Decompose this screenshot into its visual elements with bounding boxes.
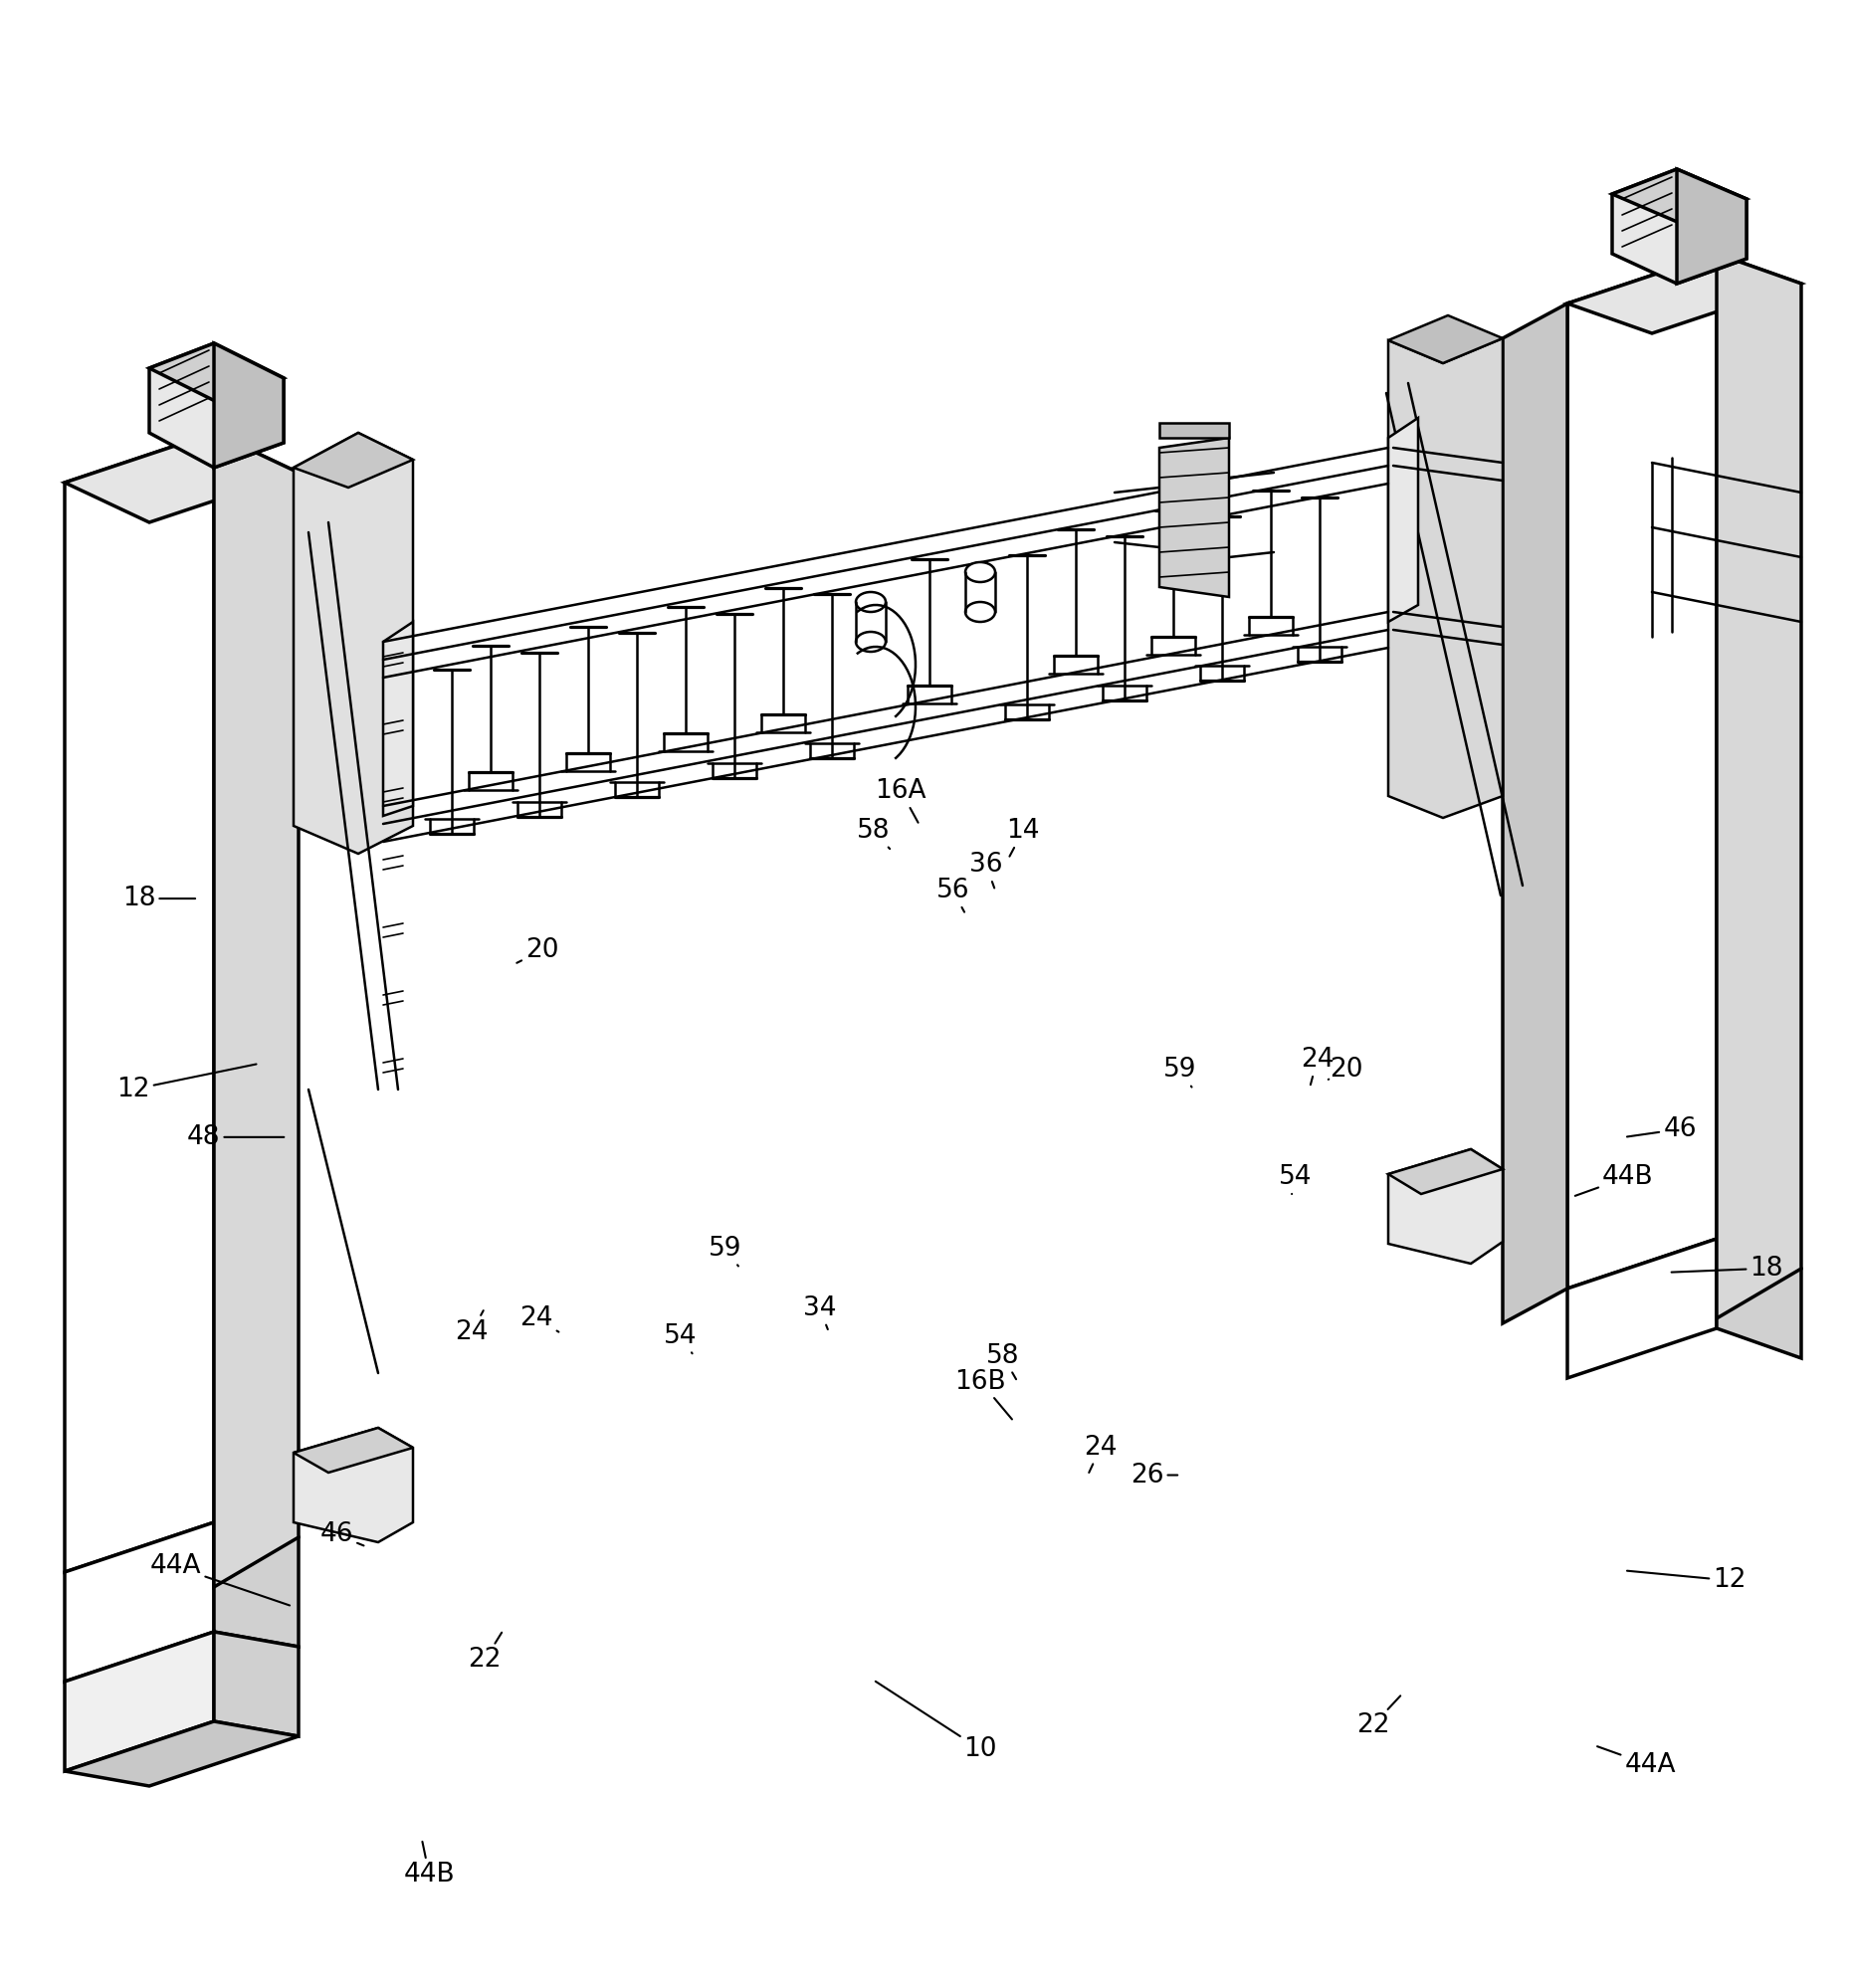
Polygon shape: [1567, 254, 1717, 1288]
Text: 20: 20: [516, 936, 559, 964]
Polygon shape: [150, 344, 283, 404]
Text: 18: 18: [122, 885, 196, 912]
Polygon shape: [215, 1523, 298, 1646]
Text: 16A: 16A: [875, 777, 927, 823]
Polygon shape: [294, 1427, 413, 1543]
Polygon shape: [65, 1722, 298, 1785]
Polygon shape: [215, 433, 298, 1586]
Text: 56: 56: [936, 877, 969, 912]
Text: 10: 10: [875, 1682, 997, 1763]
Polygon shape: [294, 433, 413, 487]
Polygon shape: [215, 344, 283, 467]
Text: 12: 12: [1626, 1567, 1746, 1594]
Polygon shape: [1611, 169, 1746, 284]
Polygon shape: [1502, 304, 1567, 1324]
Polygon shape: [150, 344, 283, 467]
Polygon shape: [215, 1632, 298, 1736]
Polygon shape: [1611, 169, 1746, 225]
Text: 58: 58: [857, 817, 890, 849]
Text: 18: 18: [1671, 1254, 1783, 1282]
Text: 16B: 16B: [955, 1368, 1012, 1419]
Text: 24: 24: [1084, 1433, 1117, 1473]
Polygon shape: [1160, 437, 1228, 596]
Polygon shape: [65, 433, 298, 523]
Polygon shape: [1388, 417, 1419, 622]
Ellipse shape: [857, 592, 886, 612]
Text: 36: 36: [969, 851, 1003, 889]
Polygon shape: [65, 1632, 215, 1771]
Text: 24: 24: [1301, 1046, 1334, 1085]
Text: 24: 24: [520, 1304, 559, 1332]
Polygon shape: [1717, 1239, 1802, 1358]
Text: 48: 48: [187, 1123, 285, 1151]
Text: 46: 46: [320, 1521, 364, 1549]
Polygon shape: [1567, 1239, 1717, 1378]
Polygon shape: [1388, 338, 1502, 817]
Text: 58: 58: [986, 1342, 1019, 1380]
Text: 59: 59: [1164, 1056, 1197, 1087]
Text: 24: 24: [455, 1310, 488, 1346]
Text: 54: 54: [1278, 1163, 1312, 1195]
Text: 20: 20: [1328, 1056, 1363, 1083]
Polygon shape: [1388, 1149, 1502, 1195]
Polygon shape: [65, 433, 215, 1573]
Text: 22: 22: [1356, 1696, 1400, 1740]
Polygon shape: [1388, 1149, 1502, 1264]
Text: 26: 26: [1130, 1461, 1178, 1489]
Polygon shape: [1160, 423, 1228, 437]
Text: 59: 59: [709, 1235, 742, 1266]
Text: 44A: 44A: [1597, 1745, 1676, 1779]
Ellipse shape: [857, 632, 886, 652]
Polygon shape: [1567, 254, 1802, 334]
Ellipse shape: [966, 602, 995, 622]
Polygon shape: [294, 1427, 413, 1473]
Text: 54: 54: [664, 1322, 697, 1354]
Ellipse shape: [966, 563, 995, 582]
Text: 44A: 44A: [150, 1553, 290, 1606]
Polygon shape: [294, 433, 413, 853]
Text: 44B: 44B: [1574, 1163, 1654, 1197]
Polygon shape: [1676, 169, 1746, 284]
Polygon shape: [1388, 316, 1502, 364]
Polygon shape: [65, 1523, 215, 1682]
Polygon shape: [1717, 254, 1802, 1318]
Polygon shape: [383, 622, 413, 815]
Text: 12: 12: [117, 1064, 257, 1103]
Text: 46: 46: [1626, 1115, 1696, 1143]
Text: 14: 14: [1006, 817, 1040, 857]
Text: 22: 22: [468, 1632, 501, 1674]
Text: 34: 34: [803, 1294, 836, 1330]
Text: 44B: 44B: [403, 1841, 455, 1889]
